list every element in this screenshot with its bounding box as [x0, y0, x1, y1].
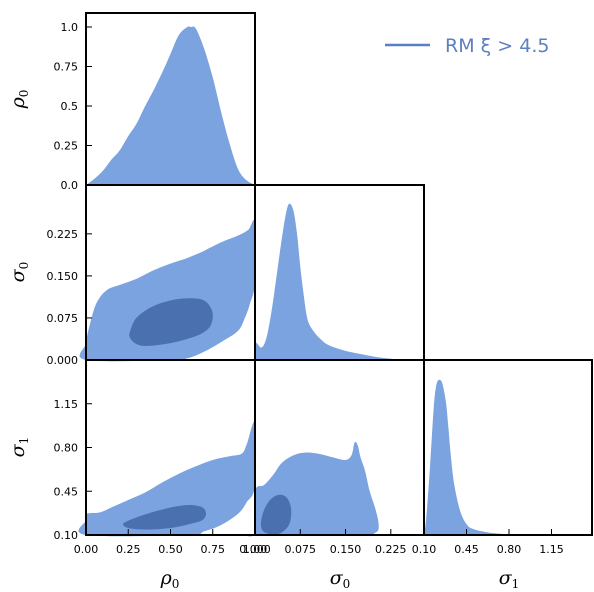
marginal-sigma0: [255, 203, 424, 361]
ytick-label-rho0-4: 1.0: [61, 21, 79, 34]
xtick-label-sigma0-3: 0.225: [375, 543, 407, 556]
ytick-label-rho0-0: 0.0: [61, 179, 79, 192]
ytick-label-sigma1-3: 1.15: [54, 398, 79, 411]
ytick-label-sigma0-0: 0.000: [47, 354, 79, 367]
xtick-label-sigma1-2: 0.80: [497, 543, 522, 556]
xtick-label-rho0-0: 0.00: [74, 543, 99, 556]
ytick-label-rho0-3: 0.75: [54, 61, 79, 74]
xtick-label-sigma0-2: 0.150: [330, 543, 362, 556]
legend: RM ξ > 4.5: [385, 35, 549, 57]
ylabel-sigma1: σ1: [7, 437, 31, 458]
xtick-label-sigma1-1: 0.45: [454, 543, 479, 556]
panel-frame-2-2: [423, 359, 593, 536]
xlabel-sigma1: σ1: [499, 567, 520, 591]
panels: 0.0 0.25 0.5 0.75 1.0 0.000 0.075 0.150 0.225 0.1…: [7, 12, 594, 591]
xtick-label-rho0-1: 0.25: [116, 543, 141, 556]
xtick-label-sigma0-0: 0.000: [239, 543, 271, 556]
contour-inner-rho0-sigma1: [123, 504, 206, 530]
ytick-label-sigma0-3: 0.225: [47, 228, 79, 241]
ytick-label-rho0-1: 0.25: [54, 140, 79, 153]
xtick-label-rho0-2: 0.50: [158, 543, 183, 556]
contour-outer-rho0-sigma0: [79, 219, 256, 362]
xtick-label-sigma0-1: 0.075: [285, 543, 317, 556]
xlabel-rho0: ρ0: [160, 567, 180, 591]
xlabel-sigma0: σ0: [330, 567, 351, 591]
xtick-label-sigma1-3: 1.15: [539, 543, 564, 556]
ytick-label-sigma1-1: 0.45: [54, 485, 79, 498]
ytick-label-sigma0-1: 0.075: [47, 312, 79, 325]
ytick-label-sigma0-2: 0.150: [47, 270, 79, 283]
ylabel-rho0: ρ0: [7, 90, 31, 110]
xtick-label-sigma1-0: 0.10: [412, 543, 437, 556]
ytick-label-sigma1-0: 0.10: [54, 529, 79, 542]
xtick-label-rho0-4: 1.00: [243, 543, 268, 556]
ytick-label-rho0-2: 0.5: [61, 100, 79, 113]
contour-outer-rho0-sigma1: [78, 421, 257, 537]
marginal-sigma1: [424, 379, 594, 536]
legend-label: RM ξ > 4.5: [445, 35, 549, 57]
marginal-rho0: [86, 26, 255, 185]
ylabel-sigma0: σ0: [7, 262, 31, 283]
contour-inner-rho0-sigma0: [129, 298, 213, 347]
xtick-label-rho0-3: 0.75: [201, 543, 226, 556]
contour-inner-sigma0-sigma1: [260, 494, 292, 535]
ytick-label-sigma1-2: 0.80: [54, 442, 79, 455]
